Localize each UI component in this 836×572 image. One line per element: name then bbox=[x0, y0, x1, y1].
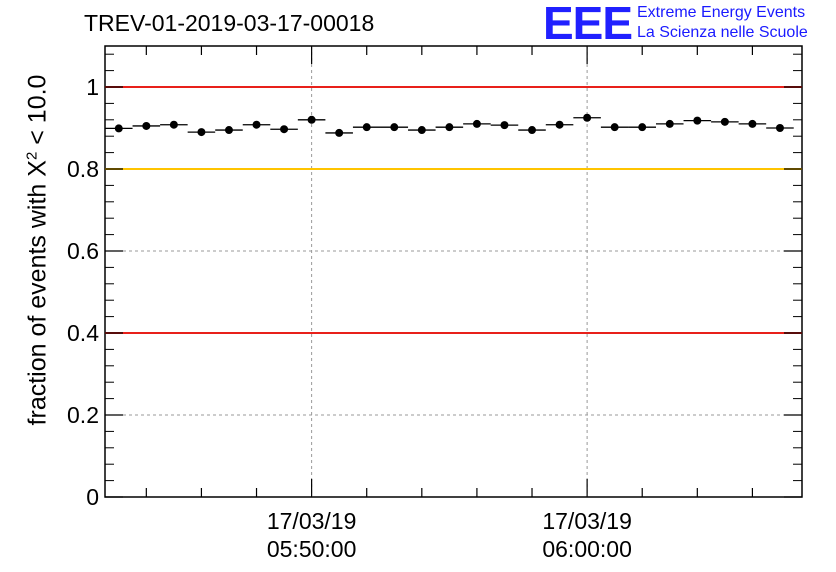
data-point bbox=[252, 120, 261, 129]
reference-lines bbox=[105, 86, 802, 334]
y-tick-label: 0.4 bbox=[67, 320, 99, 346]
data-point bbox=[114, 124, 123, 133]
y-tick-label: 0.8 bbox=[67, 156, 99, 182]
y-axis-label-sup: 2 bbox=[23, 151, 41, 161]
data-point bbox=[720, 117, 729, 126]
eee-logo: EEE Extreme Energy Events La Scienza nel… bbox=[543, 0, 833, 49]
grid-lines bbox=[105, 46, 802, 497]
chart-title: TREV-01-2019-03-17-00018 bbox=[84, 10, 375, 36]
y-tick-label: 1 bbox=[86, 74, 99, 100]
y-axis-label-suffix: < 10.0 bbox=[23, 74, 52, 152]
axis-ticks: 00.20.40.60.8117/03/1905:50:0017/03/1906… bbox=[67, 46, 802, 562]
data-point bbox=[280, 125, 289, 134]
data-point bbox=[335, 128, 344, 137]
logo-line-2: La Scienza nelle Scuole bbox=[637, 24, 808, 41]
data-point bbox=[638, 123, 647, 132]
y-axis-label-prefix: fraction of events with X bbox=[23, 160, 52, 426]
data-point bbox=[583, 113, 592, 122]
x-tick-label-time: 06:00:00 bbox=[542, 536, 632, 562]
logo-line-1: Extreme Energy Events bbox=[637, 4, 806, 21]
data-point bbox=[390, 123, 399, 132]
data-point bbox=[307, 115, 316, 124]
data-point bbox=[665, 119, 674, 128]
data-point bbox=[748, 119, 757, 128]
data-point bbox=[142, 121, 151, 130]
data-point bbox=[775, 124, 784, 132]
data-point bbox=[169, 120, 178, 129]
data-points bbox=[105, 113, 794, 137]
data-point bbox=[417, 126, 426, 135]
x-tick-label-date: 17/03/19 bbox=[542, 508, 632, 534]
data-point bbox=[472, 119, 481, 128]
data-point bbox=[197, 128, 206, 137]
data-point bbox=[362, 123, 371, 132]
y-axis-label: fraction of events with X2 < 10.0 bbox=[23, 75, 52, 426]
data-point bbox=[224, 126, 233, 135]
x-tick-label-time: 05:50:00 bbox=[267, 536, 357, 562]
data-point bbox=[500, 121, 509, 130]
logo-letters: EEE bbox=[543, 0, 633, 49]
plot-frame bbox=[104, 45, 803, 498]
data-point bbox=[555, 120, 564, 129]
data-point bbox=[610, 123, 619, 132]
x-tick-label-date: 17/03/19 bbox=[267, 508, 357, 534]
data-point bbox=[693, 116, 702, 125]
y-tick-label: 0.6 bbox=[67, 238, 99, 264]
y-tick-label: 0 bbox=[86, 484, 99, 510]
data-point bbox=[445, 123, 454, 132]
data-point bbox=[528, 126, 537, 135]
y-tick-label: 0.2 bbox=[67, 402, 99, 428]
